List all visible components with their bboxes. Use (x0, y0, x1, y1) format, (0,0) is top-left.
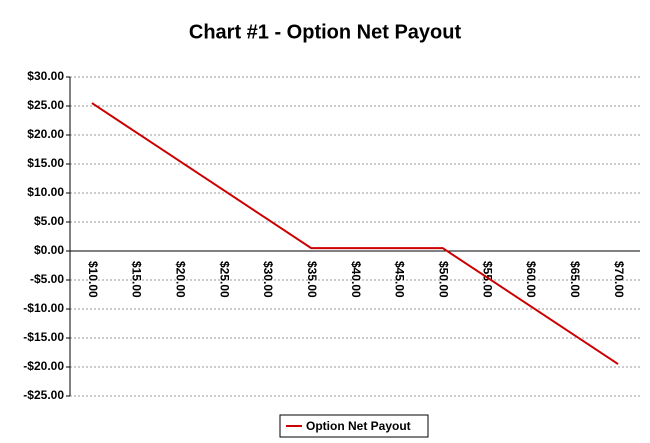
x-tick-label: $70.00 (612, 261, 626, 298)
y-tick-label: $15.00 (27, 156, 64, 170)
y-tick-label: $30.00 (27, 69, 64, 83)
y-tick-label: -$25.00 (23, 388, 64, 402)
x-tick-label: $45.00 (393, 261, 407, 298)
x-tick-label: $30.00 (261, 261, 275, 298)
x-tick-label: $15.00 (130, 261, 144, 298)
x-tick-label: $20.00 (173, 261, 187, 298)
line-series (91, 102, 619, 365)
y-tick-label: $25.00 (27, 98, 64, 112)
y-tick-label: $10.00 (27, 185, 64, 199)
y-tick-label: $5.00 (34, 214, 64, 228)
y-tick-label: -$5.00 (30, 272, 64, 286)
y-tick-label: -$15.00 (23, 330, 64, 344)
x-tick-label: $35.00 (305, 261, 319, 298)
legend-box (279, 414, 429, 438)
y-tick-label: $0.00 (34, 243, 64, 257)
x-tick-label: $60.00 (524, 261, 538, 298)
x-tick-label: $25.00 (217, 261, 231, 298)
x-tick-label: $40.00 (349, 261, 363, 298)
x-tick-label: $55.00 (480, 261, 494, 298)
x-tick-label: $65.00 (568, 261, 582, 298)
y-tick-label: $20.00 (27, 127, 64, 141)
y-tick-label: -$10.00 (23, 301, 64, 315)
y-tick-label: -$20.00 (23, 359, 64, 373)
legend-label: Option Net Payout (306, 419, 411, 433)
x-tick-label: $10.00 (86, 261, 100, 298)
x-tick-label: $50.00 (437, 261, 451, 298)
chart-title: Chart #1 - Option Net Payout (189, 21, 462, 43)
